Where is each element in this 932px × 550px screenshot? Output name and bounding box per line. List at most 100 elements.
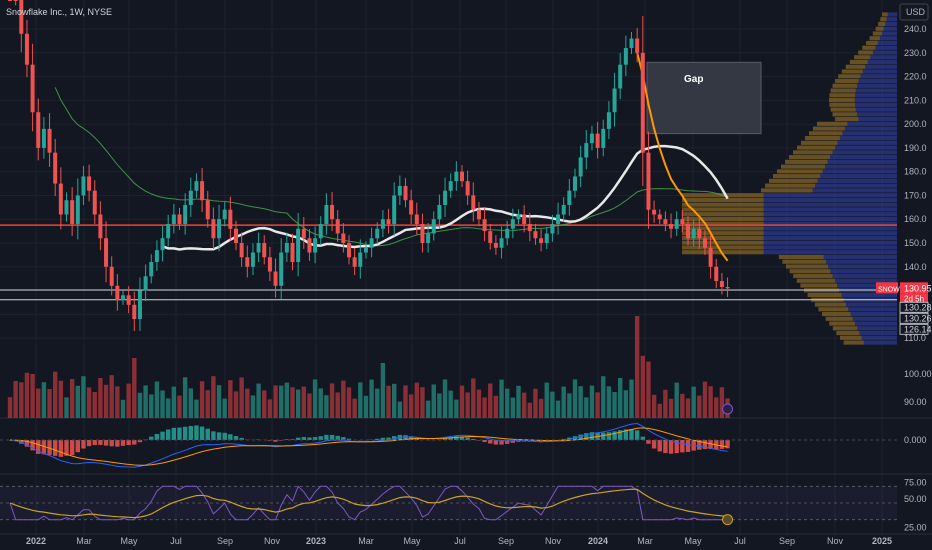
volume-bar — [465, 392, 470, 418]
candle-body — [109, 266, 114, 286]
volume-profile-bar — [835, 116, 859, 122]
volume-bar — [527, 402, 532, 418]
macd-histogram-bar — [171, 427, 177, 440]
volume-profile-bar — [797, 145, 835, 150]
macd-histogram-bar — [154, 433, 160, 440]
volume-profile-bar — [832, 326, 858, 331]
macd-histogram-bar — [442, 438, 448, 440]
candle-body — [454, 171, 459, 182]
volume-profile-bar — [854, 55, 871, 60]
macd-histogram-bar — [160, 431, 165, 440]
macd-histogram-bar — [685, 440, 691, 452]
macd-histogram-bar — [482, 440, 487, 443]
volume-bar — [199, 381, 205, 418]
price-tick-label: 230.0 — [904, 48, 927, 58]
volume-bar — [386, 385, 391, 418]
volume-bar — [606, 386, 612, 418]
candle-body — [719, 281, 724, 287]
volume-profile-bar — [867, 59, 897, 65]
macd-histogram-bar — [578, 434, 583, 440]
volume-profile-bar — [825, 164, 897, 169]
candle-body — [522, 214, 527, 224]
volume-bar — [431, 384, 436, 418]
rsi-marker — [722, 514, 734, 526]
volume-bar — [290, 387, 295, 418]
candle-body — [482, 219, 487, 232]
volume-profile-bar — [769, 178, 818, 183]
candle-body — [171, 214, 176, 224]
candle-body — [301, 228, 306, 239]
time-tick-label: Sep — [217, 536, 233, 546]
volume-bar — [81, 376, 86, 418]
volume-bar — [222, 398, 227, 418]
price-tick-label: 110.0 — [904, 333, 926, 343]
macd-histogram-bar — [75, 440, 80, 453]
candle-body — [397, 185, 402, 196]
volume-bar — [510, 397, 516, 418]
gap-annotation[interactable]: Gap — [646, 61, 762, 135]
volume-bar — [375, 388, 380, 418]
volume-profile-bar — [841, 69, 863, 74]
candle-body — [64, 200, 69, 215]
candle-body — [70, 200, 75, 224]
price-tick-label: 210.0 — [904, 95, 927, 105]
price-tick-label: 150.0 — [904, 238, 927, 248]
candle-body — [414, 214, 419, 224]
candle-body — [471, 195, 476, 210]
time-tick-label: Sep — [498, 536, 514, 546]
candle-body — [380, 219, 385, 229]
volume-profile-bar — [860, 74, 897, 79]
volume-profile-bar — [858, 78, 897, 84]
volume-profile-bar — [832, 83, 858, 88]
volume-bar — [544, 382, 549, 418]
volume-bar — [505, 388, 510, 418]
volume-profile-bar — [866, 40, 878, 46]
price-axis[interactable]: 110.0120.0130.0140.0150.0160.0170.0180.0… — [876, 3, 932, 343]
macd-histogram-bar — [725, 440, 730, 449]
candle-body — [595, 133, 600, 148]
volume-profile-bar — [785, 159, 828, 164]
volume-profile-bar — [763, 221, 897, 226]
macd-histogram-bar — [454, 436, 459, 440]
volume-bar — [408, 394, 414, 418]
macd-histogram-bar — [98, 440, 103, 445]
volume-bar — [188, 388, 193, 418]
candle-body — [160, 238, 165, 251]
macd-histogram-bar — [668, 440, 674, 454]
macd-histogram-bar — [69, 440, 75, 456]
volume-profile-bar — [857, 326, 897, 331]
macd-histogram-bar — [137, 440, 143, 443]
volume-profile-bar — [862, 45, 876, 50]
volume-profile-bar — [807, 292, 842, 298]
volume-bar — [471, 378, 476, 418]
volume-profile-bar — [854, 97, 897, 103]
volume-bar — [216, 385, 222, 418]
volume-profile-bar — [827, 159, 897, 164]
volume-profile-bar — [843, 340, 864, 345]
volume-bar — [516, 385, 521, 418]
volume-bar — [493, 395, 499, 418]
volume-profile-bar — [822, 169, 897, 174]
volume-bar — [250, 395, 256, 418]
rsi-pane: 75.00 50.00 25.00 — [0, 477, 927, 533]
macd-histogram-bar — [386, 437, 391, 440]
macd-histogram-bar — [205, 428, 210, 440]
volume-bar — [58, 380, 64, 418]
macd-histogram-bar — [375, 438, 380, 440]
volume-bar — [324, 395, 329, 418]
macd-histogram-bar — [216, 432, 222, 440]
price-tick-label: 190.0 — [904, 143, 927, 153]
candle-body — [53, 152, 58, 184]
candle-body — [47, 128, 52, 153]
last-price-label: 130.95 — [904, 283, 932, 293]
volume-bar — [103, 384, 109, 418]
macd-histogram-bar — [279, 440, 284, 441]
macd-histogram-bar — [646, 440, 651, 444]
candle-body — [392, 195, 397, 224]
candle-body — [13, 0, 18, 1]
currency-button — [899, 3, 929, 21]
time-axis[interactable]: 2022 Mar May Jul Sep Nov 2023 Mar May Jul Sep Nov 20… — [26, 536, 892, 546]
volume-profile-bar — [857, 83, 897, 88]
volume-profile-bar — [682, 231, 764, 236]
